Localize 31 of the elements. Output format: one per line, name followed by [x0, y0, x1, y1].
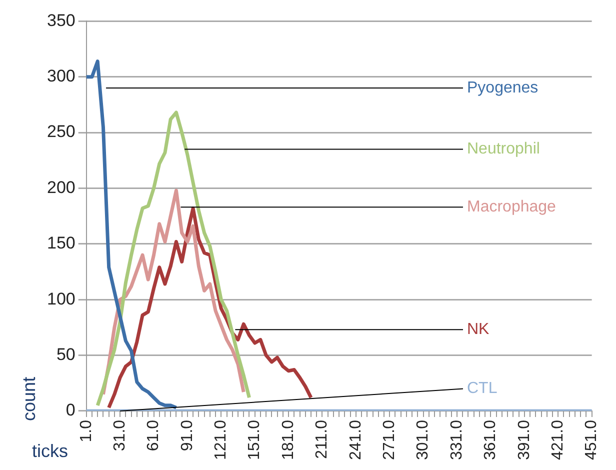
- x-tick-label: 451.0: [583, 420, 600, 460]
- y-tick-label: 300: [46, 66, 76, 86]
- y-axis-title: count: [18, 376, 39, 421]
- y-tick-label: 50: [56, 344, 76, 364]
- y-tick-label: 100: [46, 289, 76, 308]
- x-tick-label: 241.0: [347, 420, 364, 460]
- x-tick-label: 151.0: [246, 420, 264, 460]
- x-tick-label: 91.0: [178, 420, 196, 452]
- x-tick-label: 361.0: [482, 420, 500, 460]
- x-tick-label: 211.0: [314, 420, 331, 459]
- text: NK: [467, 321, 490, 338]
- y-tick-label: 250: [46, 122, 76, 142]
- y-tick-label: 350: [46, 10, 76, 30]
- y-tick-label: 0: [66, 400, 76, 420]
- series-label: CTL: [467, 380, 498, 398]
- x-tick-label: 331.0: [448, 420, 466, 460]
- x-tick-label: 1.0: [78, 420, 95, 442]
- x-tick-label: 61.0: [145, 420, 162, 452]
- x-tick-label: 31.0: [111, 420, 128, 452]
- y-tick-label: 150: [46, 234, 76, 253]
- x-axis-title: ticks: [32, 440, 68, 461]
- x-tick-label: 121.0: [212, 420, 230, 460]
- text: Neutrophil: [467, 140, 540, 158]
- x-tick-label: 391.0: [516, 420, 533, 460]
- x-tick-label: 301.0: [414, 420, 432, 460]
- text: Pyogenes: [467, 79, 538, 96]
- y-tick-label: 200: [46, 178, 76, 197]
- x-tick-label: 181.0: [280, 420, 297, 460]
- text: Macrophage: [467, 198, 556, 216]
- x-tick-label: 421.0: [550, 420, 567, 460]
- x-tick-label: 271.0: [381, 420, 398, 460]
